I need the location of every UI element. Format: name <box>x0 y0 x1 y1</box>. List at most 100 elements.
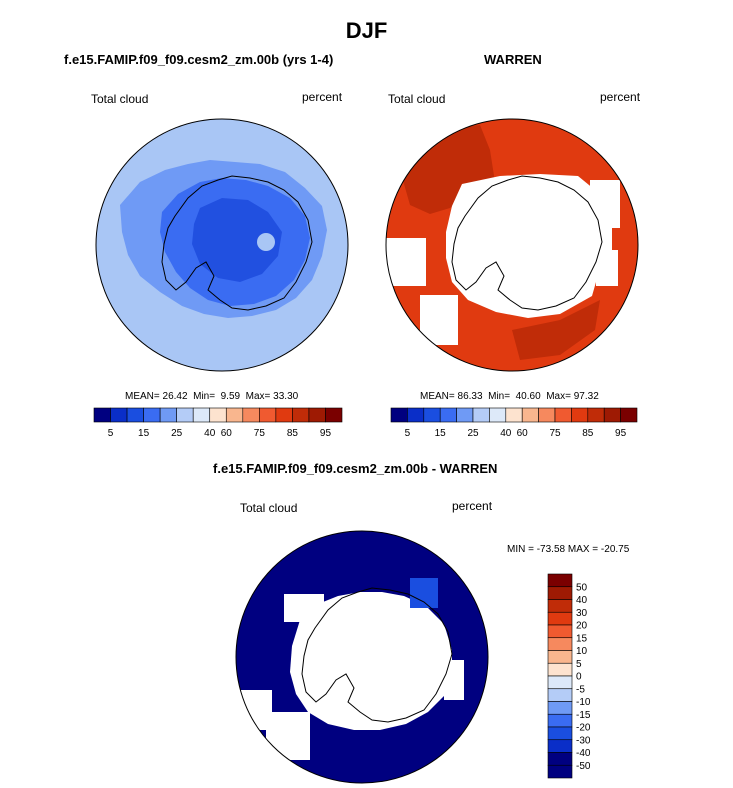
panel3-colorbar-tick-label: 30 <box>576 608 588 619</box>
panel3-colorbar-swatch <box>547 662 573 677</box>
panel2-max-label: Max= <box>546 391 571 402</box>
panel3-colorbar-swatch <box>547 713 573 728</box>
panel1-colorbar-tick-label: 85 <box>287 428 299 439</box>
panel2-missing-gap-4 <box>596 250 618 286</box>
panel3-colorbar-swatch <box>547 701 573 715</box>
panel2-colorbar-swatch <box>390 407 408 423</box>
panel2-colorbar: 5 15 25 40 60 75 85 95 <box>390 407 638 439</box>
panel3-variable-label: Total cloud <box>240 501 298 515</box>
panel2-colorbar-tick-label: 60 <box>517 428 529 439</box>
panel3-missing-region <box>290 592 452 730</box>
panel1-colorbar-swatch <box>176 407 194 423</box>
panel3-colorbar-swatch <box>547 599 573 613</box>
panel2-colorbar-tick-label: 5 <box>405 428 411 439</box>
panel1-colorbar-tick-label: 60 <box>221 428 233 439</box>
panel1-colorbar-swatch <box>242 407 260 423</box>
page-title: DJF <box>345 18 388 43</box>
panel3-colorbar-swatch <box>547 764 573 779</box>
panel2-variable-label: Total cloud <box>388 92 446 106</box>
panel2-missing-gap-3 <box>590 180 620 228</box>
panel1-max-label: Max= <box>245 391 271 402</box>
panel1-colorbar-swatch <box>110 407 128 423</box>
panel1-variable-label: Total cloud <box>91 92 149 106</box>
panel3-map <box>235 530 489 784</box>
panel2-min-label: Min= <box>488 391 511 402</box>
panel2-colorbar-swatch <box>505 407 523 423</box>
panel2-colorbar-swatch <box>472 407 490 423</box>
panel2-title: WARREN <box>484 52 542 67</box>
panel2-colorbar-tick-label: 85 <box>582 428 594 439</box>
panel3-missing-gap-4 <box>284 594 324 622</box>
panel2-max-value: 97.32 <box>573 391 599 402</box>
panel2-colorbar-tick-label: 15 <box>435 428 447 439</box>
panel2-colorbar-swatch <box>554 407 572 423</box>
panel2-map-border <box>385 118 639 372</box>
panel3-colorbar-tick-label: -15 <box>576 710 591 721</box>
panel3-title: f.e15.FAMIP.f09_f09.cesm2_zm.00b - WARRE… <box>213 461 498 476</box>
panel3-colorbar-tick-label: -10 <box>576 697 591 708</box>
panel2-colorbar-swatch <box>456 407 474 423</box>
panel1-colorbar-swatch <box>143 407 161 423</box>
panel2-colorbar-swatch <box>587 407 605 423</box>
panel3-missing-gap-2 <box>266 712 310 760</box>
panel3-colorbar-swatch <box>547 752 573 766</box>
panel1-colorbar-tick-label: 25 <box>171 428 183 439</box>
panel2-colorbar-swatch <box>439 407 457 423</box>
panel3-colorbar-tick-label: 50 <box>576 582 588 593</box>
panel2-missing-region <box>446 174 612 318</box>
panel1-mean-value: 26.42 <box>162 391 188 402</box>
panel3-colorbar-swatch <box>547 611 573 626</box>
panel3-colorbar-tick-label: 15 <box>576 633 588 644</box>
panel3-colorbar-swatch <box>547 650 573 664</box>
panel2-coastline <box>451 175 603 311</box>
panel3-colorbar-swatch <box>547 675 573 690</box>
panel2-map <box>385 118 639 372</box>
panel2-colorbar-tick-label: 25 <box>467 428 479 439</box>
panel1-map-border <box>95 118 349 372</box>
panel1-colorbar-tick-label: 95 <box>320 428 332 439</box>
panel2-stats: MEAN= 86.33 Min= 40.60 Max= 97.32 <box>420 391 599 402</box>
panel2-colorbar-swatch <box>521 407 539 423</box>
panel2-colorbar-swatch <box>571 407 589 423</box>
panel1-colorbar-swatch <box>259 407 277 423</box>
panel3-colorbar-tick-label: -50 <box>576 761 591 772</box>
panel2-colorbar-swatch <box>603 407 621 423</box>
panel3-colorbar-tick-label: -20 <box>576 723 591 734</box>
panel3-colorbar-tick-label: 0 <box>576 672 582 683</box>
panel2-mean-value: 86.33 <box>457 391 483 402</box>
panel3-colorbar-swatch <box>547 637 573 651</box>
panel2-min-value: 40.60 <box>515 391 541 402</box>
panel1-coastline <box>161 175 313 311</box>
panel1-dome-field <box>257 233 275 251</box>
panel1-colorbar-swatch <box>275 407 293 423</box>
panel3-colorbar-swatch <box>547 586 573 600</box>
panel3-colorbar-tick-label: 5 <box>576 659 582 670</box>
panel1-min-label: Min= <box>193 391 216 402</box>
panel3-colorbar-tick-label: -40 <box>576 748 591 759</box>
panel3-colorbar-swatch <box>547 624 573 639</box>
panel3-colorbar-tick-label: -5 <box>576 684 585 695</box>
panel3-colorbar-swatch <box>547 573 573 588</box>
panel1-colorbar-swatch <box>209 407 227 423</box>
panel3-missing-gap-5 <box>444 660 464 700</box>
panel2-units-label: percent <box>600 90 641 104</box>
panel3-colorbar-tick-label: 40 <box>576 595 588 606</box>
panel3-colorbar-tick-label: 10 <box>576 646 588 657</box>
panel1-min-value: 9.59 <box>220 391 241 402</box>
panel3-colorbar-tick-label: -30 <box>576 735 591 746</box>
panel3-units-label: percent <box>452 499 493 513</box>
panel2-missing-gap-1 <box>386 238 426 286</box>
panel1-colorbar-swatch <box>93 407 111 423</box>
panel2-colorbar-tick-label: 75 <box>549 428 561 439</box>
panel1-colorbar-swatch <box>308 407 326 423</box>
panel1-colorbar-swatch <box>325 407 343 423</box>
panel2-colorbar-swatch <box>620 407 638 423</box>
panel1-colorbar-tick-label: 5 <box>108 428 114 439</box>
panel1-colorbar-swatch <box>292 407 310 423</box>
panel1-colorbar-tick-label: 75 <box>254 428 266 439</box>
panel1-colorbar-swatch <box>192 407 211 423</box>
panel3-colorbar-swatch <box>547 688 573 702</box>
panel1-map <box>95 118 349 372</box>
